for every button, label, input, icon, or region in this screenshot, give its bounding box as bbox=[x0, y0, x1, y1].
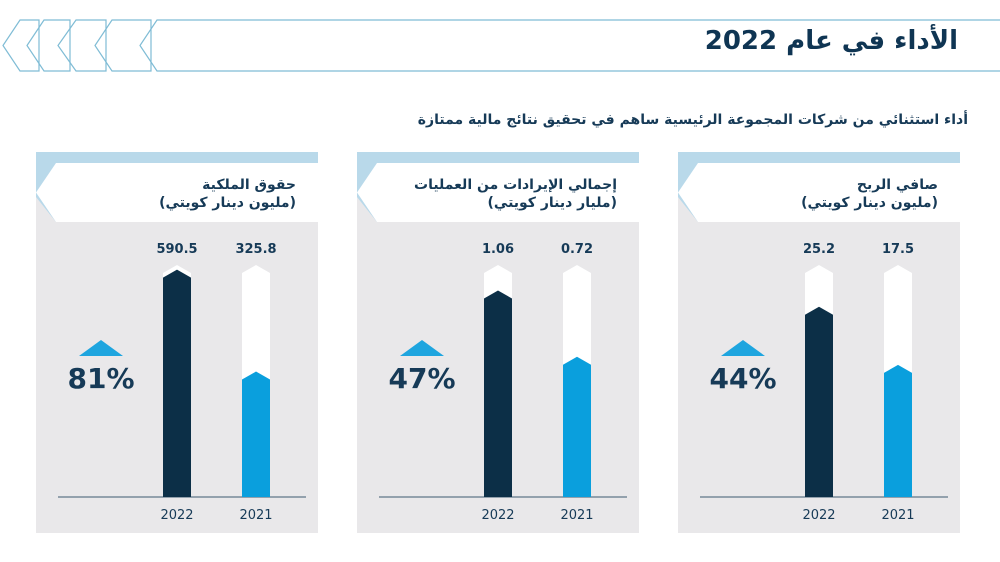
panel-title-text: إجمالي الإيرادات من العمليات bbox=[414, 177, 617, 193]
page-subtitle: أداء استثنائي من شركات المجموعة الرئيسية… bbox=[417, 112, 968, 128]
chart-svg bbox=[36, 152, 318, 533]
up-arrow-icon bbox=[721, 340, 765, 356]
growth-value: 44% bbox=[709, 362, 777, 395]
chart-panel-net-profit: صافي الربح (مليون دينار كويتي) 44% 25.2 2022… bbox=[678, 152, 960, 533]
chart-svg bbox=[357, 152, 639, 533]
chevron-3 bbox=[57, 19, 107, 72]
chart-panel-revenue: إجمالي الإيرادات من العمليات (مليار دينار… bbox=[357, 152, 639, 533]
panel-title: صافي الربح (مليون دينار كويتي) bbox=[801, 176, 938, 212]
growth-value: 81% bbox=[67, 362, 135, 395]
value-label-2021: 325.8 bbox=[235, 242, 277, 257]
chart-svg bbox=[678, 152, 960, 533]
panel-unit-text: (مليون دينار كويتي) bbox=[801, 195, 938, 211]
title-frame bbox=[139, 19, 1000, 72]
panel-title: حقوق الملكية (مليون دينار كويتي) bbox=[159, 176, 296, 212]
page-title: الأداء في عام 2022 bbox=[704, 26, 958, 56]
header-chevron bbox=[678, 163, 960, 222]
bar-2021 bbox=[242, 371, 270, 497]
chevron-4 bbox=[94, 19, 152, 72]
chevron-1 bbox=[2, 19, 40, 72]
panel-title-text: حقوق الملكية bbox=[202, 177, 296, 193]
year-label-2021: 2021 bbox=[881, 508, 915, 523]
bar-2022 bbox=[484, 290, 512, 497]
bar-2021 bbox=[563, 356, 591, 497]
panel-unit-text: (مليون دينار كويتي) bbox=[159, 195, 296, 211]
header-frame bbox=[2, 19, 1000, 72]
year-label-2021: 2021 bbox=[239, 508, 273, 523]
up-arrow-icon bbox=[79, 340, 123, 356]
growth-indicator: 44% bbox=[708, 340, 778, 395]
value-label-2021: 17.5 bbox=[881, 242, 915, 257]
value-label-2022: 590.5 bbox=[156, 242, 198, 257]
up-arrow-icon bbox=[400, 340, 444, 356]
growth-indicator: 47% bbox=[387, 340, 457, 395]
bar-2021 bbox=[884, 364, 912, 497]
header-chevron bbox=[357, 163, 639, 222]
bar-2022 bbox=[163, 269, 191, 497]
panel-title: إجمالي الإيرادات من العمليات (مليار دينار… bbox=[414, 176, 617, 212]
chevron-2 bbox=[26, 19, 71, 72]
year-label-2022: 2022 bbox=[481, 508, 515, 523]
growth-indicator: 81% bbox=[66, 340, 136, 395]
growth-value: 47% bbox=[388, 362, 456, 395]
value-label-2021: 0.72 bbox=[560, 242, 594, 257]
year-label-2022: 2022 bbox=[160, 508, 194, 523]
bar-2022 bbox=[805, 306, 833, 497]
header-chevron bbox=[36, 163, 318, 222]
panel-title-text: صافي الربح bbox=[856, 177, 938, 193]
year-label-2022: 2022 bbox=[802, 508, 836, 523]
value-label-2022: 25.2 bbox=[802, 242, 836, 257]
panel-unit-text: (مليار دينار كويتي) bbox=[487, 195, 618, 211]
year-label-2021: 2021 bbox=[560, 508, 594, 523]
value-label-2022: 1.06 bbox=[481, 242, 515, 257]
chart-panel-equity: حقوق الملكية (مليون دينار كويتي) 81% 590.5 2… bbox=[36, 152, 318, 533]
